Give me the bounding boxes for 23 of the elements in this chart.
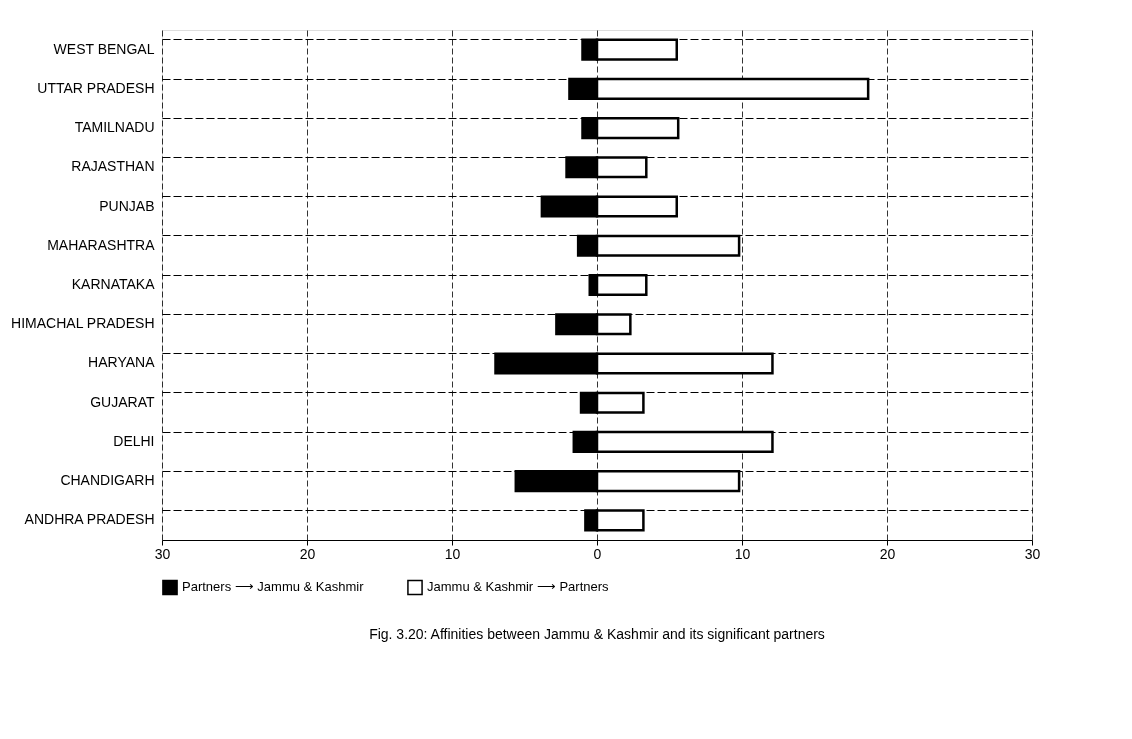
x-tick-label: 0: [593, 545, 602, 562]
caption: Fig. 3.20: Affinities between Jammu & Kashmir and its significant partners: [369, 626, 825, 642]
legend-label: Jammu & Kashmir ⟶ Partners: [427, 579, 610, 595]
y-tick-label: HARYANA: [88, 354, 156, 371]
y-tick-label: ANDHRA PRADESH: [24, 511, 155, 528]
y-tick-label: DELHI: [113, 432, 155, 449]
y-tick-label: WEST BENGAL: [53, 40, 155, 57]
y-tick-label: MAHARASHTRA: [47, 236, 156, 253]
x-tick-label: 20: [299, 545, 316, 562]
y-tick-label: KARNATAKA: [71, 276, 156, 292]
x-tick-label: 10: [734, 545, 751, 562]
x-tick-label: 20: [879, 545, 896, 562]
x-tick-label: 10: [444, 545, 461, 562]
y-tick-label: TAMILNADU: [74, 119, 155, 136]
y-tick-label: PUNJAB: [99, 197, 155, 214]
x-tick-label: 30: [154, 545, 171, 562]
legend-label: Partners ⟶ Jammu & Kashmir: [182, 579, 365, 595]
y-tick-label: UTTAR PRADESH: [37, 79, 155, 96]
y-tick-label: RAJASTHAN: [71, 158, 155, 175]
y-tick-label: HIMACHAL PRADESH: [11, 315, 155, 332]
x-tick-label: 30: [1024, 545, 1041, 562]
y-tick-label: CHANDIGARH: [60, 472, 155, 489]
y-tick-label: GUJARAT: [90, 393, 155, 410]
